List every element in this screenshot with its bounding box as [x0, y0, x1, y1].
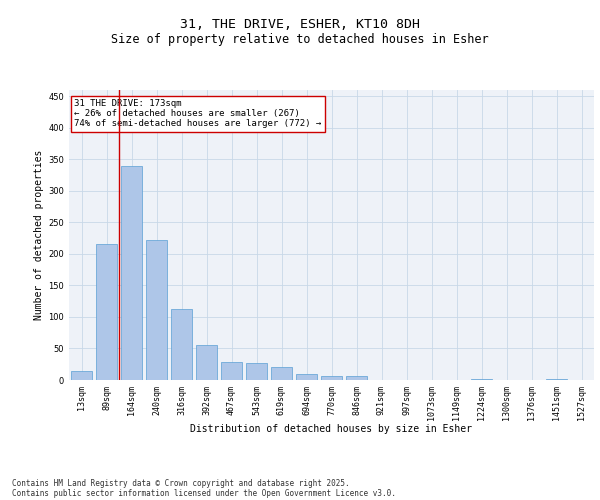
Bar — [121, 166, 142, 380]
Text: 31 THE DRIVE: 173sqm
← 26% of detached houses are smaller (267)
74% of semi-deta: 31 THE DRIVE: 173sqm ← 26% of detached h… — [74, 98, 322, 128]
Bar — [196, 346, 217, 380]
Bar — [246, 363, 267, 380]
Bar — [171, 309, 192, 380]
Bar — [271, 368, 292, 380]
Text: Size of property relative to detached houses in Esher: Size of property relative to detached ho… — [111, 32, 489, 46]
Y-axis label: Number of detached properties: Number of detached properties — [34, 150, 44, 320]
Text: Contains HM Land Registry data © Crown copyright and database right 2025.: Contains HM Land Registry data © Crown c… — [12, 478, 350, 488]
Text: 31, THE DRIVE, ESHER, KT10 8DH: 31, THE DRIVE, ESHER, KT10 8DH — [180, 18, 420, 30]
Bar — [321, 376, 342, 380]
Bar — [546, 378, 567, 380]
X-axis label: Distribution of detached houses by size in Esher: Distribution of detached houses by size … — [191, 424, 473, 434]
Bar — [96, 244, 117, 380]
Bar — [346, 376, 367, 380]
Bar — [221, 362, 242, 380]
Bar — [71, 370, 92, 380]
Text: Contains public sector information licensed under the Open Government Licence v3: Contains public sector information licen… — [12, 488, 396, 498]
Bar — [296, 374, 317, 380]
Bar — [146, 240, 167, 380]
Bar — [471, 378, 492, 380]
